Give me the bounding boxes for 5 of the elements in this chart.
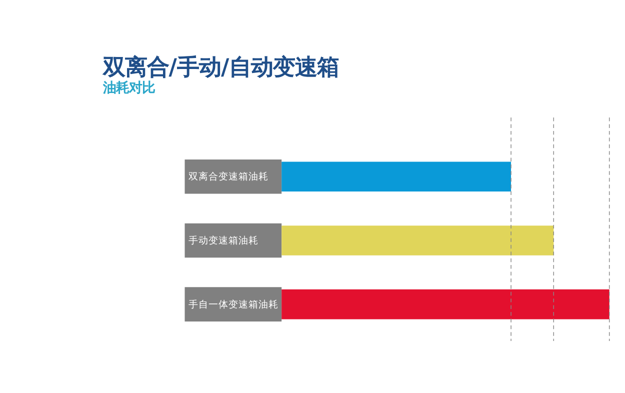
y-tick-label: 手自一体变速箱油耗 — [188, 298, 278, 310]
text: 油耗对比 — [102, 80, 155, 96]
y-tick-label: 双离合变速箱油耗 — [188, 170, 268, 183]
y-tick-label: 手动变速箱油耗 — [188, 234, 258, 246]
chart-title: 双离合/手动/自动变速箱 — [102, 54, 340, 81]
